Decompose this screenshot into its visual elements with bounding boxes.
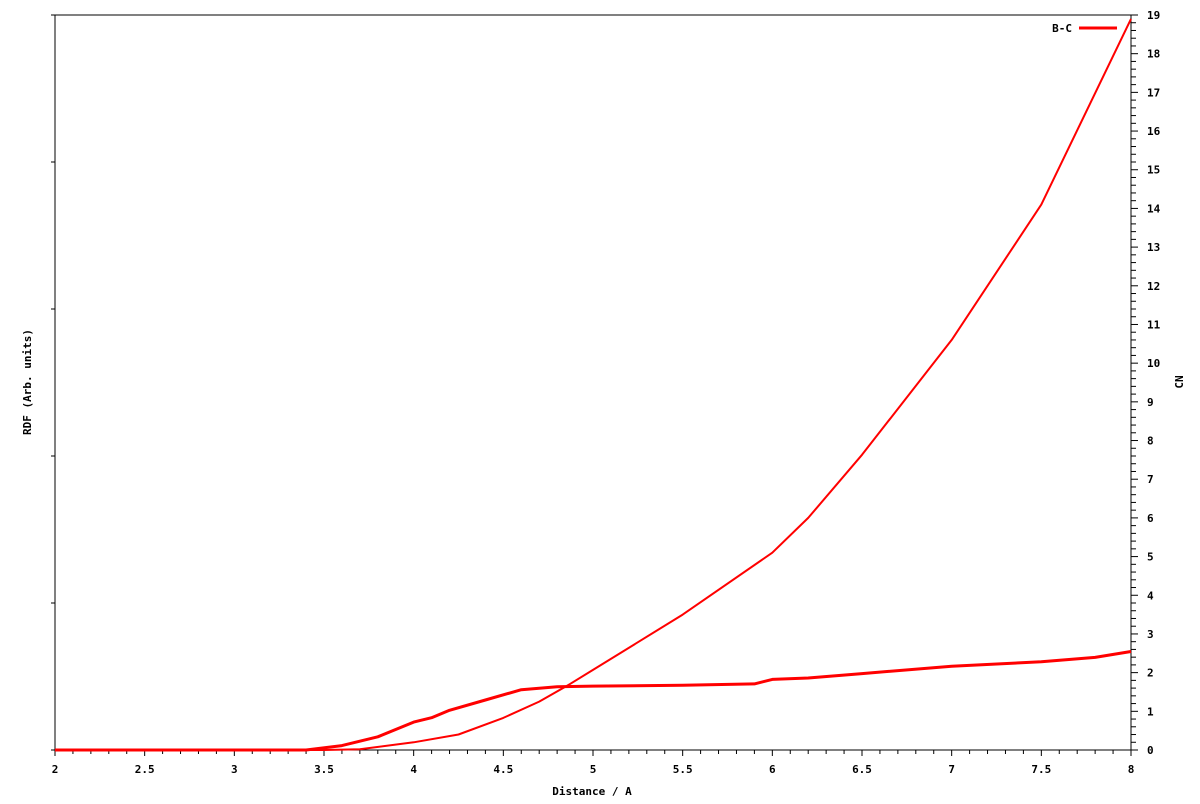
right-tick-label: 19 xyxy=(1147,9,1160,22)
right-tick-label: 0 xyxy=(1147,744,1154,757)
x-tick-label: 2 xyxy=(52,763,59,776)
right-axis-label: CN xyxy=(1173,375,1186,388)
right-tick-label: 4 xyxy=(1147,589,1154,602)
right-tick-label: 16 xyxy=(1147,125,1161,138)
x-tick-label: 5 xyxy=(590,763,597,776)
x-tick-label: 6.5 xyxy=(852,763,872,776)
left-axis-label: RDF (Arb. units) xyxy=(21,329,34,435)
x-tick-label: 8 xyxy=(1128,763,1135,776)
right-tick-label: 6 xyxy=(1147,512,1154,525)
right-tick-label: 1 xyxy=(1147,705,1154,718)
right-tick-label: 18 xyxy=(1147,48,1160,61)
right-tick-label: 17 xyxy=(1147,86,1160,99)
right-tick-label: 15 xyxy=(1147,164,1160,177)
right-tick-label: 12 xyxy=(1147,280,1160,293)
x-tick-label: 7.5 xyxy=(1031,763,1051,776)
legend-label: B-C xyxy=(1052,22,1072,35)
x-tick-label: 6 xyxy=(769,763,776,776)
right-tick-label: 3 xyxy=(1147,628,1154,641)
right-tick-label: 10 xyxy=(1147,357,1160,370)
x-tick-label: 7 xyxy=(948,763,955,776)
right-tick-label: 9 xyxy=(1147,396,1154,409)
x-tick-label: 4 xyxy=(410,763,417,776)
right-tick-label: 2 xyxy=(1147,667,1154,680)
x-tick-label: 4.5 xyxy=(493,763,513,776)
right-tick-label: 5 xyxy=(1147,551,1154,564)
x-tick-label: 2.5 xyxy=(135,763,155,776)
x-tick-label: 3.5 xyxy=(314,763,334,776)
right-tick-label: 8 xyxy=(1147,435,1154,448)
cn-series-line xyxy=(55,18,1132,751)
right-tick-label: 13 xyxy=(1147,241,1160,254)
right-tick-label: 7 xyxy=(1147,473,1154,486)
right-tick-label: 11 xyxy=(1147,318,1161,331)
x-tick-label: 3 xyxy=(231,763,238,776)
plot-frame xyxy=(54,14,1132,751)
x-axis-label: Distance / A xyxy=(552,785,632,798)
rdf-series-line xyxy=(55,650,1132,752)
x-tick-label: 5.5 xyxy=(673,763,693,776)
right-tick-label: 14 xyxy=(1147,202,1161,215)
